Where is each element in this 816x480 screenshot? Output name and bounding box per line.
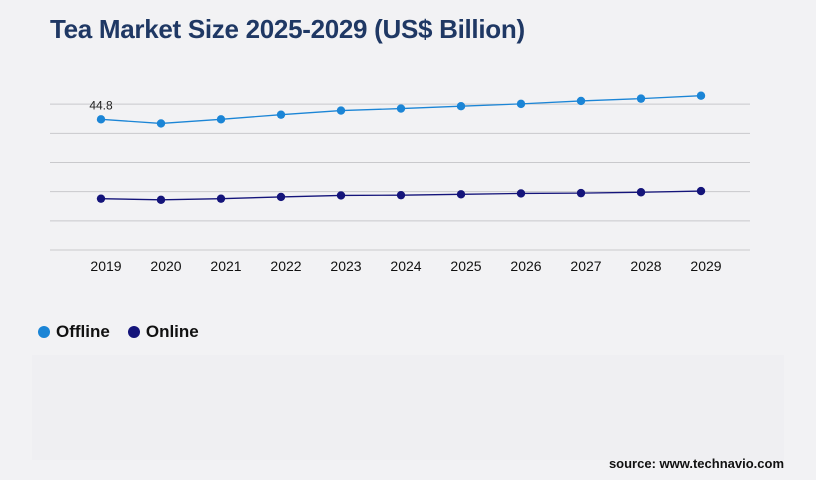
data-point-online <box>576 188 586 198</box>
data-point-online <box>276 192 286 202</box>
data-point-offline <box>396 104 406 113</box>
series-points <box>96 91 706 205</box>
data-point-offline <box>516 99 526 109</box>
x-tick-label: 2020 <box>150 258 181 274</box>
data-point-offline <box>696 91 706 100</box>
data-point-offline <box>216 115 226 124</box>
x-tick-label: 2025 <box>450 258 481 274</box>
legend-item-offline: Offline <box>38 322 110 342</box>
source-text: source: www.technavio.com <box>608 456 784 471</box>
x-tick-label: 2023 <box>330 258 361 274</box>
data-point-online <box>216 194 226 203</box>
x-tick-label: 2024 <box>390 258 421 274</box>
data-point-online <box>636 188 646 197</box>
data-point-online <box>456 190 466 199</box>
lower-panel <box>32 355 784 460</box>
gridlines <box>50 103 750 251</box>
legend-item-online: Online <box>127 322 199 342</box>
legend-label-online: Online <box>145 322 199 341</box>
data-point-offline <box>576 96 586 106</box>
data-labels: 44.8 <box>89 98 113 112</box>
legend-marker-offline <box>38 326 50 338</box>
x-axis-ticks: 2019 2020 2021 2022 2023 2024 2025 2026 2027 2028… <box>90 258 721 274</box>
x-tick-label: 2022 <box>270 258 301 274</box>
x-tick-label: 2028 <box>630 258 661 274</box>
data-point-online <box>336 191 346 200</box>
x-tick-label: 2019 <box>90 258 121 274</box>
line-chart: 44.8 2019 2020 2021 2022 2023 2024 2025 2026 202… <box>50 91 750 274</box>
data-point-online <box>516 189 526 198</box>
x-tick-label: 2029 <box>690 258 721 274</box>
legend-marker-online <box>127 326 140 338</box>
legend-label-offline: Offline <box>56 322 110 341</box>
data-point-online <box>396 190 406 200</box>
data-point-online <box>156 195 166 205</box>
data-point-offline <box>336 106 346 115</box>
chart-title: Tea Market Size 2025-2029 (US$ Billion) <box>50 14 525 44</box>
legend: Offline Online <box>38 322 199 342</box>
data-point-offline <box>276 110 286 119</box>
x-tick-label: 2021 <box>210 258 241 274</box>
x-tick-label: 2027 <box>570 258 601 274</box>
data-label-offline: 44.8 <box>89 98 113 112</box>
data-point-offline <box>636 94 646 103</box>
data-point-online <box>96 194 106 203</box>
data-point-offline <box>156 119 166 128</box>
data-point-online <box>696 186 706 196</box>
x-tick-label: 2026 <box>510 258 541 274</box>
data-point-offline <box>96 115 106 124</box>
data-point-offline <box>456 102 466 111</box>
